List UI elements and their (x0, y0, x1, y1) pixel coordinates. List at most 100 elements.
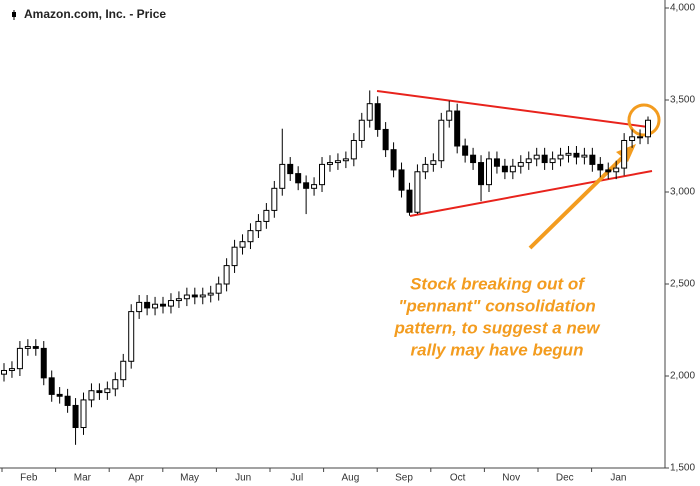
candle-body (517, 162, 524, 167)
candle-body (390, 149, 397, 171)
candle-body (549, 158, 556, 164)
candle-body (533, 154, 540, 160)
candle-body (430, 160, 437, 165)
x-tick-label: Dec (556, 473, 574, 484)
candle-body (80, 399, 87, 429)
candle-body (207, 292, 214, 296)
candle-body (104, 388, 111, 394)
candle-body (167, 300, 174, 307)
candle-body (581, 154, 588, 158)
candle-body (406, 189, 413, 213)
candle-body (247, 230, 254, 243)
candle-body (414, 171, 421, 213)
candle-body (454, 110, 461, 147)
x-tick-label: Mar (74, 473, 92, 484)
candle-body (438, 119, 445, 162)
candle-body (645, 119, 651, 138)
annotation-text: "pennant" consolidation (398, 296, 595, 315)
x-tick-label: Jan (610, 473, 626, 484)
candle-body (191, 294, 198, 298)
legend: Amazon.com, Inc. - Price (12, 7, 166, 21)
candle-body (120, 360, 127, 381)
candle-body (72, 404, 79, 429)
y-tick-label: 3,000 (670, 187, 695, 198)
candle-body (319, 163, 326, 186)
legend-icon (12, 12, 16, 17)
candle-body (96, 390, 103, 394)
highlight-circle (627, 103, 661, 137)
candle-body (271, 187, 278, 211)
candle-body (382, 128, 389, 151)
candle-body (501, 165, 508, 173)
candle-body (144, 301, 151, 309)
candle-body (64, 395, 71, 406)
candle-body (152, 303, 159, 309)
legend-label: Amazon.com, Inc. - Price (24, 7, 166, 21)
candle-body (525, 158, 532, 164)
x-tick-label: Apr (128, 473, 144, 484)
candle-body (342, 158, 349, 162)
y-tick-label: 3,500 (670, 95, 695, 106)
candle-body (613, 167, 620, 173)
candle-body (366, 103, 373, 121)
x-tick-label: Oct (450, 473, 466, 484)
candle-body (589, 154, 596, 165)
candle-body (295, 173, 302, 184)
candle-body (398, 169, 405, 191)
candle-body (621, 139, 628, 169)
trend-line (376, 90, 649, 128)
candle-body (56, 393, 63, 397)
candle-body (311, 184, 318, 189)
candle-body (40, 347, 47, 379)
candle-body (374, 103, 381, 130)
x-tick-label: Feb (20, 473, 38, 484)
arrow (528, 150, 630, 250)
candle-body (88, 390, 95, 401)
candle-body (136, 301, 143, 313)
candle-body (160, 303, 167, 307)
candle-body (1, 369, 7, 375)
annotation-text: rally may have begun (411, 340, 584, 359)
x-tick-label: Jun (235, 473, 251, 484)
candle-body (24, 346, 31, 349)
candle-body (629, 136, 636, 141)
candle-body (239, 241, 246, 248)
y-tick-label: 2,000 (670, 371, 695, 382)
x-tick-label: Nov (502, 473, 520, 484)
candle-body (422, 163, 429, 173)
candle-body (597, 163, 604, 171)
candle-body (215, 283, 222, 294)
annotation-text: pattern, to suggest a new (394, 318, 602, 337)
annotation: Stock breaking out of "pennant" consolida… (394, 274, 602, 359)
x-tick-label: Aug (342, 473, 360, 484)
candle-body (128, 311, 135, 362)
candle-body (478, 162, 485, 186)
candle-body (263, 209, 270, 222)
trend-line (409, 170, 653, 217)
candle-body (541, 154, 548, 164)
candle-body (509, 165, 516, 173)
y-tick-label: 4,000 (670, 3, 695, 14)
x-tick-label: Jul (290, 473, 303, 484)
candle-body (48, 377, 55, 395)
y-tick-label: 2,500 (670, 279, 695, 290)
candle-body (8, 368, 15, 371)
pennant (376, 90, 661, 250)
candle-body (446, 110, 453, 121)
candle-body (485, 158, 492, 186)
candle-body (557, 154, 564, 160)
candle-body (326, 162, 333, 165)
x-tick-label: May (180, 473, 199, 484)
candle-body (605, 169, 612, 173)
candle-body (231, 246, 238, 267)
candle-body (287, 163, 294, 175)
annotation-text: Stock breaking out of (410, 274, 586, 293)
candle-body (637, 136, 644, 139)
candle-body (183, 294, 190, 300)
candle-body (112, 379, 119, 390)
candle-body (334, 160, 341, 164)
candle-body (255, 220, 262, 232)
candle-body (199, 294, 206, 298)
